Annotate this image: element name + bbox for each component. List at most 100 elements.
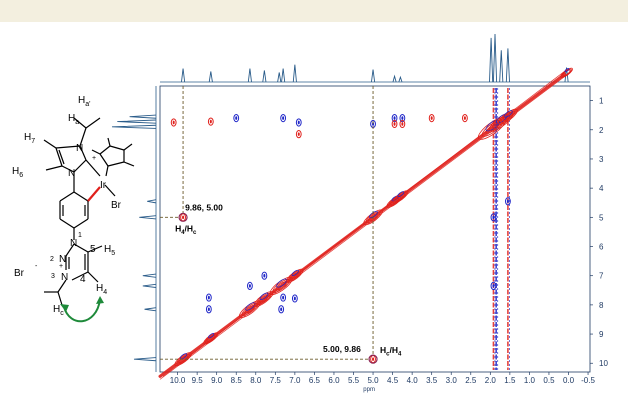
side-projection-peak bbox=[142, 283, 157, 288]
y-tick-label: 3 bbox=[599, 155, 604, 164]
label-br-counterion: Br bbox=[14, 268, 25, 279]
top-projection-peak bbox=[398, 75, 403, 83]
x-tick-label: 10.0 bbox=[170, 376, 186, 385]
y-tick-label: 9 bbox=[599, 330, 604, 339]
cross-peak bbox=[207, 295, 210, 300]
cross-peak bbox=[297, 132, 300, 136]
x-tick-label: 6.0 bbox=[328, 376, 340, 385]
label-n1-number: 1 bbox=[78, 232, 82, 239]
cross-peak bbox=[282, 116, 285, 120]
label-h7: H7 bbox=[24, 132, 35, 145]
diagonal-peak-contour bbox=[481, 119, 503, 137]
annotation-sub: c bbox=[193, 230, 197, 236]
cross-peak bbox=[391, 114, 398, 123]
annotation-h: H bbox=[380, 345, 386, 355]
top-projection-peak bbox=[564, 67, 569, 83]
cross-peak bbox=[233, 114, 240, 123]
molecule-bonds bbox=[43, 117, 135, 306]
diagonal-peak-contour bbox=[272, 278, 290, 293]
peak-marker bbox=[178, 212, 188, 222]
diagonal-peak-contour bbox=[241, 302, 259, 316]
side-projection-peak bbox=[117, 119, 157, 124]
cross-peak bbox=[235, 116, 238, 120]
y-tick-label: 1 bbox=[599, 97, 604, 106]
cross-peak bbox=[248, 284, 251, 288]
cross-peak bbox=[393, 116, 396, 120]
side-projection-peak bbox=[133, 357, 157, 362]
top-projection-peak bbox=[499, 50, 504, 83]
cross-peak bbox=[172, 120, 175, 125]
cross-peak bbox=[399, 114, 406, 123]
cross-peak bbox=[492, 215, 495, 220]
molecule-structure: H7 H6 Ha' Ha N N Ir Br + N 1 N 2 N 3 + 5… bbox=[12, 95, 135, 323]
label-c5: 5 bbox=[90, 244, 96, 255]
annotation-assignment: H4/Hc bbox=[175, 223, 197, 236]
side-projection-peak bbox=[142, 273, 157, 278]
label-iridium: Ir bbox=[100, 180, 107, 191]
label-n1: N bbox=[70, 238, 77, 249]
noe-arrow-icon bbox=[63, 299, 101, 323]
cross-peak bbox=[506, 199, 509, 204]
diagonal-peak-contour bbox=[288, 270, 302, 282]
cross-peak bbox=[430, 116, 433, 120]
diagonal-peak-contour bbox=[502, 112, 514, 121]
side-projection-peak bbox=[139, 215, 157, 220]
cross-peak bbox=[207, 307, 210, 312]
diagonal-peak-contour bbox=[369, 210, 378, 219]
x-tick-label: 9.5 bbox=[192, 376, 204, 385]
top-projection-peak bbox=[492, 33, 498, 83]
y-axis: 1 2 3 4 5 6 7 8 9 10 bbox=[590, 97, 608, 368]
side-projection-peak bbox=[144, 307, 157, 312]
diagonal-peak-contour bbox=[564, 68, 570, 73]
side-projection-spectrum bbox=[111, 86, 157, 372]
cross-peak bbox=[261, 271, 268, 280]
label-n-imidazole-bottom: N bbox=[68, 168, 75, 179]
annotation-h: /H bbox=[185, 223, 194, 233]
header-band bbox=[0, 0, 628, 22]
label-counterion-charge: - bbox=[35, 263, 38, 270]
x-tick-label: 1.0 bbox=[524, 376, 536, 385]
diagonal-peak-contour bbox=[178, 355, 188, 364]
cross-peak bbox=[393, 122, 396, 126]
x-tick-label: 4.0 bbox=[407, 376, 419, 385]
cross-peak bbox=[205, 293, 212, 302]
top-projection-spectrum bbox=[160, 33, 590, 83]
cross-peak bbox=[462, 114, 468, 123]
x-tick-label: 5.5 bbox=[348, 376, 360, 385]
x-tick-label: 3.0 bbox=[446, 376, 458, 385]
x-tick-label: 2.0 bbox=[485, 376, 497, 385]
annotation-assignment: Hc/H4 bbox=[380, 345, 402, 358]
top-projection-peak bbox=[392, 74, 397, 83]
cross-peak bbox=[490, 281, 497, 291]
cross-peak bbox=[280, 293, 287, 302]
annotation-h: H bbox=[175, 223, 181, 233]
cross-peak bbox=[391, 119, 398, 129]
cross-peak bbox=[463, 116, 466, 120]
cross-peak bbox=[209, 119, 212, 124]
y-tick-label: 8 bbox=[599, 301, 604, 310]
label-ha-prime: Ha' bbox=[78, 95, 90, 108]
annotation-sub: c bbox=[386, 352, 390, 358]
x-tick-label: 7.0 bbox=[289, 376, 301, 385]
side-projection-peak bbox=[147, 199, 157, 204]
x-tick-label: 1.5 bbox=[504, 376, 516, 385]
diagonal-peak-contour bbox=[176, 353, 190, 365]
cross-peak bbox=[372, 357, 375, 361]
top-projection-peak bbox=[281, 68, 286, 83]
cross-peak bbox=[263, 273, 266, 278]
label-h5: H5 bbox=[104, 244, 115, 257]
cross-peak bbox=[295, 118, 302, 127]
diagonal-peak-contour bbox=[395, 193, 406, 201]
cross-peak bbox=[170, 118, 177, 127]
cross-peak bbox=[401, 122, 404, 126]
label-h4: H4 bbox=[96, 283, 107, 296]
label-hc: Hc bbox=[53, 304, 64, 317]
ir-c-bond bbox=[87, 186, 101, 202]
top-projection-peak bbox=[370, 69, 376, 83]
annotation-h: /H bbox=[390, 345, 399, 355]
label-ha: Ha bbox=[68, 113, 79, 126]
diagonal-peak-contour bbox=[291, 269, 299, 276]
y-tick-label: 2 bbox=[599, 126, 604, 135]
cross-peak bbox=[399, 119, 406, 129]
annotation-sub: 4 bbox=[398, 352, 402, 358]
